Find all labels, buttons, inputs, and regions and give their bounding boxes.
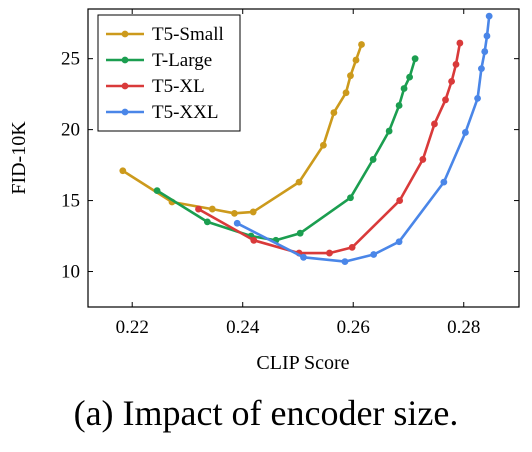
data-point [369, 156, 377, 163]
figure-caption: (a) Impact of encoder size. [73, 393, 459, 433]
data-point [195, 205, 202, 213]
data-point [348, 244, 356, 251]
data-point [456, 39, 464, 47]
data-point [442, 96, 449, 104]
y-tick-label: 10 [61, 262, 80, 283]
x-tick-label: 0.22 [116, 317, 149, 338]
y-tick-label: 20 [61, 120, 80, 141]
data-point [483, 32, 491, 40]
data-point [474, 95, 481, 102]
data-point [347, 194, 354, 202]
data-point [208, 205, 216, 213]
data-point [419, 156, 427, 163]
data-point [485, 12, 493, 20]
legend-label: T5-XL [152, 76, 205, 97]
y-tick-label: 15 [61, 191, 80, 212]
data-point [478, 65, 485, 72]
data-point [300, 253, 307, 261]
data-point [330, 109, 338, 116]
data-point [370, 251, 378, 258]
data-point [295, 178, 303, 186]
data-point [203, 218, 211, 226]
series-layer [119, 12, 493, 265]
data-point [462, 129, 469, 136]
data-point [347, 72, 354, 80]
series-t5-xxl [233, 12, 493, 265]
series-t5-small [119, 41, 365, 217]
data-point [249, 208, 257, 216]
y-axis-title: FID-10K [8, 121, 30, 195]
x-tick-label: 0.28 [447, 317, 480, 338]
data-point [431, 120, 438, 128]
data-point [296, 229, 304, 237]
legend-entry-t-large: T-Large [106, 50, 212, 71]
legend-swatch-marker [121, 56, 129, 64]
legend: T5-Small T-Large T5-XL T5-XXL [97, 14, 241, 132]
data-point [406, 73, 413, 81]
data-point [440, 178, 448, 186]
data-point [341, 258, 349, 265]
data-point [319, 141, 327, 149]
data-point [326, 249, 333, 257]
data-point [452, 60, 460, 68]
legend-swatch-marker [121, 82, 129, 90]
data-point [400, 85, 408, 92]
data-point [233, 219, 241, 227]
legend-label: T5-XXL [152, 102, 218, 123]
legend-label: T5-Small [152, 24, 224, 45]
data-point [153, 187, 161, 195]
axis-ticks: 0.22 0.24 0.26 0.28 10 15 20 25 [61, 9, 519, 338]
data-point [396, 197, 404, 204]
data-point [481, 48, 489, 55]
data-point [250, 236, 258, 244]
series-line-t5-xxl [236, 15, 491, 263]
data-point [119, 167, 127, 175]
data-point [395, 102, 403, 109]
data-point [231, 209, 238, 217]
data-point [395, 238, 403, 246]
legend-swatch-marker [121, 108, 129, 116]
legend-entry-t5-small: T5-Small [106, 24, 224, 45]
legend-label: T-Large [152, 50, 212, 71]
data-point [358, 41, 365, 48]
legend-entry-t5-xl: T5-XL [106, 76, 205, 97]
plot-frame [87, 8, 520, 308]
legend-entry-t5-xxl: T5-XXL [106, 102, 218, 123]
legend-swatch-marker [121, 30, 129, 38]
data-point [352, 56, 360, 64]
data-point [342, 89, 350, 97]
data-point [411, 55, 419, 63]
data-point [385, 127, 393, 135]
fid-vs-clip-chart: 0.22 0.24 0.26 0.28 10 15 20 25 CLIP Score FID-… [8, 8, 520, 374]
data-point [448, 77, 455, 85]
y-tick-label: 25 [61, 49, 80, 70]
x-tick-label: 0.24 [226, 317, 260, 338]
x-axis-title: CLIP Score [256, 352, 349, 374]
x-tick-label: 0.26 [337, 317, 370, 338]
